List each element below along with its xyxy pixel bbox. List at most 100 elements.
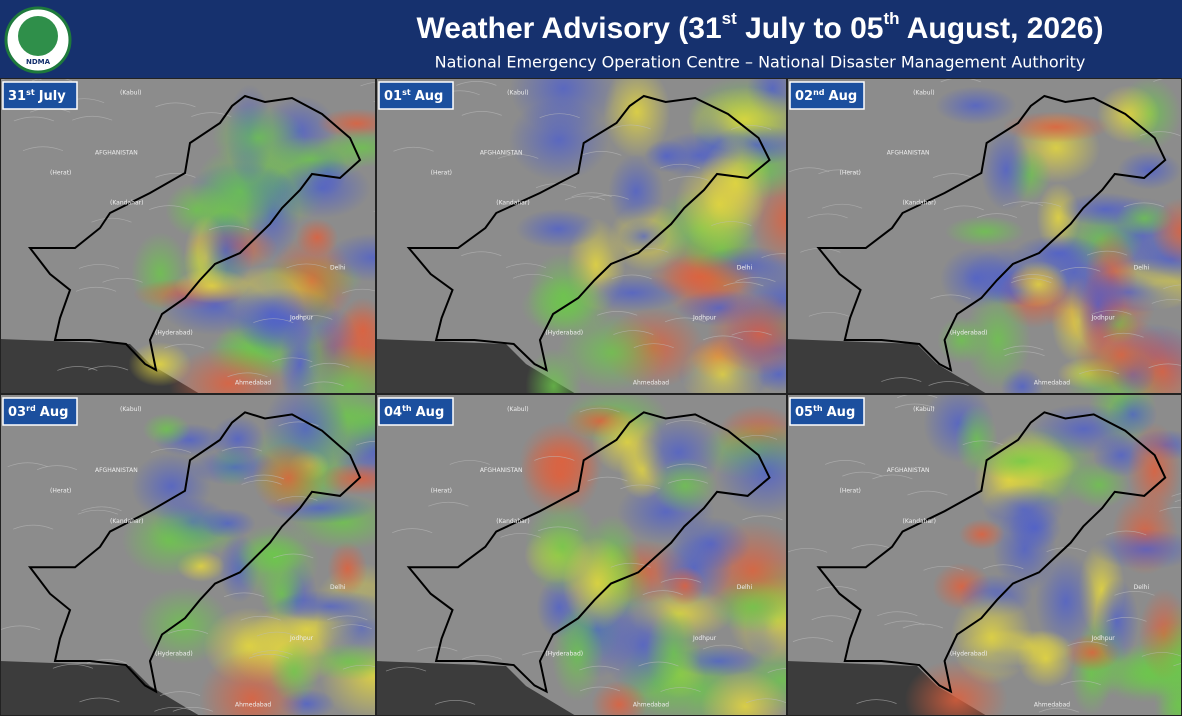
map-label: Delhi xyxy=(1134,265,1150,272)
rain-area xyxy=(950,590,1033,686)
wind-streamline xyxy=(52,663,94,669)
wind-streamline xyxy=(159,691,201,696)
map-label: Ahmedabad xyxy=(1034,380,1070,387)
map-label: (Hyderabad) xyxy=(950,650,988,657)
map-label: Ahmedabad xyxy=(235,701,271,708)
rain-area xyxy=(231,523,320,599)
map-label: (Kabul) xyxy=(120,90,141,97)
wind-streamline xyxy=(1002,201,1044,207)
wind-streamline xyxy=(1103,332,1144,338)
wind-streamline xyxy=(579,686,621,692)
map-label: Ahmedabad xyxy=(633,701,669,708)
wind-streamline xyxy=(87,365,129,371)
wind-streamline xyxy=(428,501,469,507)
rain-area xyxy=(519,433,601,516)
map-label: (Kandahar) xyxy=(496,200,529,207)
wind-streamline xyxy=(884,620,925,626)
wind-streamline xyxy=(303,381,344,387)
wind-streamline xyxy=(360,81,376,87)
map-label: Jodhpur xyxy=(692,635,717,642)
date-label-box xyxy=(2,397,78,426)
map-panel: (Kabul) AFGHANISTAN (Herat) (Kandahar) Delhi… xyxy=(0,394,376,716)
wind-streamline xyxy=(227,372,268,378)
map-label: (Hyderabad) xyxy=(155,330,193,337)
wind-streamline xyxy=(1091,310,1132,315)
rain-area xyxy=(1017,629,1075,688)
date-suffix: st xyxy=(26,88,35,97)
wind-streamline xyxy=(221,446,262,452)
rain-area xyxy=(121,503,216,578)
wind-streamline xyxy=(842,471,883,477)
wind-streamline xyxy=(789,167,830,173)
wind-streamline xyxy=(851,544,892,549)
rain-area xyxy=(699,136,772,231)
wind-streamline xyxy=(588,194,629,200)
wind-streamline xyxy=(256,631,298,637)
map-label: (Kandahar) xyxy=(110,200,143,207)
wind-streamline xyxy=(610,124,651,130)
wind-streamline xyxy=(57,366,98,371)
wind-streamline xyxy=(392,528,433,533)
wind-streamline xyxy=(1151,299,1182,304)
map-label: Jodhpur xyxy=(289,635,314,642)
rain-area xyxy=(327,541,368,596)
wind-streamline xyxy=(1174,499,1182,503)
wind-streamline xyxy=(0,625,41,631)
map-label: (Kandahar) xyxy=(903,200,936,207)
wind-streamline xyxy=(72,115,113,121)
map-label: (Herat) xyxy=(431,487,452,494)
title: Weather Advisory (31st July to 05th Augu… xyxy=(417,9,1104,45)
rain-area xyxy=(706,292,787,376)
wind-streamline xyxy=(150,448,192,453)
date-month: July xyxy=(38,89,67,104)
rain-area xyxy=(944,216,1026,248)
wind-streamline xyxy=(538,526,579,532)
wind-streamline xyxy=(292,315,333,320)
rain-area xyxy=(551,608,604,702)
wind-streamline xyxy=(613,330,654,335)
wind-streamline xyxy=(620,484,661,490)
date-label-box xyxy=(2,81,78,110)
wind-streamline xyxy=(735,277,776,282)
rain-area xyxy=(1115,201,1173,236)
rain-area xyxy=(1091,528,1182,570)
map-label: Delhi xyxy=(737,265,753,272)
map-label: (Hyderabad) xyxy=(155,650,193,657)
wind-streamline xyxy=(1038,707,1079,713)
rain-area xyxy=(608,153,665,229)
wind-streamline xyxy=(13,116,55,122)
wind-streamline xyxy=(667,478,709,484)
date-suffix: st xyxy=(402,88,411,97)
map-label: (Hyderabad) xyxy=(950,330,988,337)
wind-streamline xyxy=(923,565,964,571)
wind-streamline xyxy=(668,176,709,181)
wind-streamline xyxy=(500,533,541,538)
date-month: Aug xyxy=(827,405,856,420)
rain-area xyxy=(982,484,1065,535)
wind-streamline xyxy=(81,506,122,512)
wind-streamline xyxy=(167,629,209,634)
wind-streamline xyxy=(660,163,701,169)
country-border xyxy=(406,94,771,372)
wind-streamline xyxy=(13,524,54,530)
date-day: 31 xyxy=(8,89,26,104)
wind-streamline xyxy=(252,650,293,655)
wind-streamline xyxy=(272,357,313,363)
wind-streamline xyxy=(31,78,73,82)
wind-streamline xyxy=(22,146,64,152)
wind-streamline xyxy=(894,403,936,409)
wind-streamline xyxy=(498,154,539,159)
wind-streamline xyxy=(1003,345,1044,351)
map-label: (Kabul) xyxy=(507,90,528,97)
wind-streamline xyxy=(286,263,327,269)
sea xyxy=(0,661,200,716)
country-border xyxy=(406,411,771,694)
wind-streamline xyxy=(660,687,701,692)
wind-streamline xyxy=(342,664,376,670)
wind-streamline xyxy=(907,490,948,496)
wind-streamline xyxy=(521,650,563,656)
wind-streamline xyxy=(79,697,120,703)
wind-streamline xyxy=(534,456,575,461)
map-label: (Herat) xyxy=(840,170,861,177)
wind-streamline xyxy=(278,421,319,427)
